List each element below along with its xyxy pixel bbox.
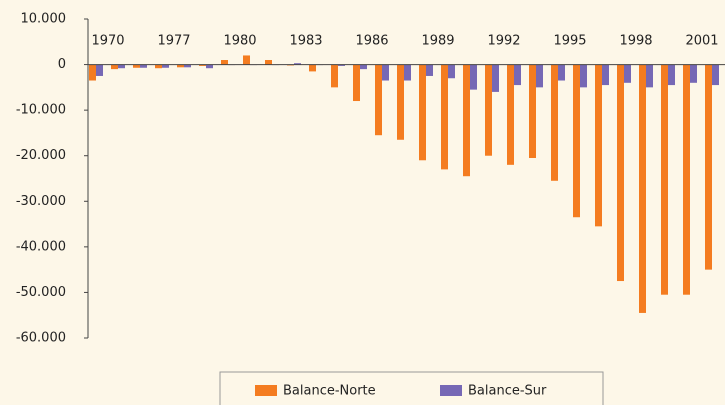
bar bbox=[155, 64, 162, 69]
bar bbox=[712, 64, 719, 86]
x-tick-label: 1983 bbox=[289, 34, 322, 49]
legend-swatch bbox=[440, 385, 462, 396]
bar bbox=[683, 64, 690, 295]
bar bbox=[221, 60, 228, 65]
bar bbox=[485, 64, 492, 156]
x-tick-label: 2001 bbox=[685, 34, 718, 49]
legend-box bbox=[219, 371, 604, 405]
bar bbox=[639, 64, 646, 313]
legend-swatch bbox=[255, 385, 277, 396]
bar bbox=[309, 64, 316, 72]
bar bbox=[514, 64, 521, 86]
bar bbox=[441, 64, 448, 170]
x-tick-label: 1970 bbox=[91, 34, 124, 49]
bar bbox=[661, 64, 668, 295]
bar bbox=[536, 64, 543, 88]
legend-label: Balance-Sur bbox=[468, 384, 547, 399]
bar bbox=[184, 64, 191, 68]
bar bbox=[419, 64, 426, 161]
y-tick-label: -50.000 bbox=[16, 285, 66, 300]
bar bbox=[646, 64, 653, 88]
bar bbox=[463, 64, 470, 177]
bar bbox=[558, 64, 565, 81]
y-tick-label: -40.000 bbox=[16, 239, 66, 254]
bar bbox=[404, 64, 411, 81]
y-tick-label: -30.000 bbox=[16, 194, 66, 209]
x-tick-label: 1998 bbox=[619, 34, 652, 49]
bar bbox=[353, 64, 360, 102]
x-tick-label: 1995 bbox=[553, 34, 586, 49]
bar bbox=[331, 64, 338, 88]
bar bbox=[177, 64, 184, 68]
x-tick-label: 1992 bbox=[487, 34, 520, 49]
bar bbox=[89, 64, 96, 81]
bar bbox=[133, 64, 140, 68]
bar bbox=[162, 64, 169, 68]
bar bbox=[470, 64, 477, 90]
bar bbox=[338, 64, 345, 66]
y-tick-label: -60.000 bbox=[16, 331, 66, 346]
y-tick-label: -10.000 bbox=[16, 103, 66, 118]
bar bbox=[668, 64, 675, 86]
bar bbox=[426, 64, 433, 76]
bar bbox=[595, 64, 602, 227]
bar bbox=[294, 63, 301, 65]
bar bbox=[492, 64, 499, 92]
x-tick-label: 1986 bbox=[355, 34, 388, 49]
bar bbox=[118, 64, 125, 69]
x-tick-label: 1989 bbox=[421, 34, 454, 49]
x-tick-label: 1977 bbox=[157, 34, 190, 49]
bar bbox=[580, 64, 587, 88]
bar bbox=[96, 64, 103, 76]
bar bbox=[624, 64, 631, 83]
y-tick-label: 10.000 bbox=[21, 12, 67, 27]
bar bbox=[617, 64, 624, 282]
bar bbox=[243, 55, 250, 65]
bar bbox=[705, 64, 712, 270]
bar bbox=[360, 64, 367, 70]
bar bbox=[265, 60, 272, 65]
y-tick-label: 0 bbox=[58, 57, 66, 72]
bar bbox=[140, 64, 147, 68]
bar bbox=[375, 64, 382, 136]
bar bbox=[448, 64, 455, 79]
bar bbox=[551, 64, 558, 181]
bar bbox=[507, 64, 514, 165]
x-tick-label: 1980 bbox=[223, 34, 256, 49]
bar bbox=[573, 64, 580, 218]
bar bbox=[111, 64, 118, 70]
bar bbox=[382, 64, 389, 81]
bar bbox=[397, 64, 404, 140]
bar bbox=[206, 64, 213, 69]
bar bbox=[602, 64, 609, 86]
legend-label: Balance-Norte bbox=[283, 384, 376, 399]
bar bbox=[199, 64, 206, 66]
bar bbox=[690, 64, 697, 83]
bar bbox=[529, 64, 536, 158]
y-tick-label: -20.000 bbox=[16, 148, 66, 163]
